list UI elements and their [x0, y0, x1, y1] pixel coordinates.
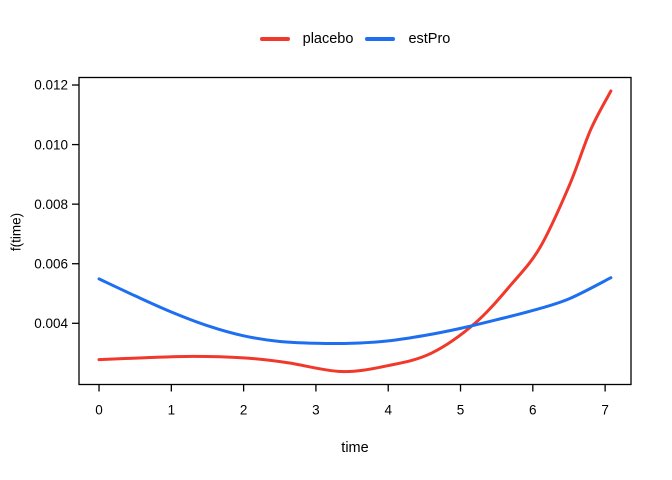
- series-line-estPro: [97, 276, 613, 346]
- x-tick-label: 1: [168, 403, 176, 418]
- y-tick-label: 0.012: [34, 78, 68, 93]
- y-axis-title: f(time): [8, 212, 24, 252]
- x-tick-label: 6: [529, 403, 537, 418]
- x-tick-label: 3: [312, 403, 320, 418]
- y-tick-label: 0.006: [34, 256, 68, 271]
- x-tick-label: 5: [457, 403, 465, 418]
- placebo-line-swatch: [259, 37, 290, 41]
- plot-border: [78, 76, 632, 386]
- series-line-placebo: [97, 89, 613, 374]
- x-tick-label: 0: [95, 403, 103, 418]
- x-tick-label: 7: [601, 403, 609, 418]
- legend-item-placebo: placebo: [259, 30, 354, 47]
- chart-legend: placebo estPro: [79, 28, 631, 50]
- y-tick-label: 0.008: [34, 197, 68, 212]
- legend-label-placebo: placebo: [302, 30, 354, 47]
- x-tick-label: 4: [384, 403, 392, 418]
- y-tick-label: 0.010: [34, 137, 68, 152]
- x-tick-label: 2: [240, 403, 248, 418]
- legend-label-estpro: estPro: [408, 30, 451, 47]
- estpro-line-swatch: [365, 37, 396, 41]
- x-axis-title: time: [341, 440, 369, 456]
- y-tick-label: 0.004: [34, 316, 68, 331]
- legend-item-estpro: estPro: [365, 32, 450, 47]
